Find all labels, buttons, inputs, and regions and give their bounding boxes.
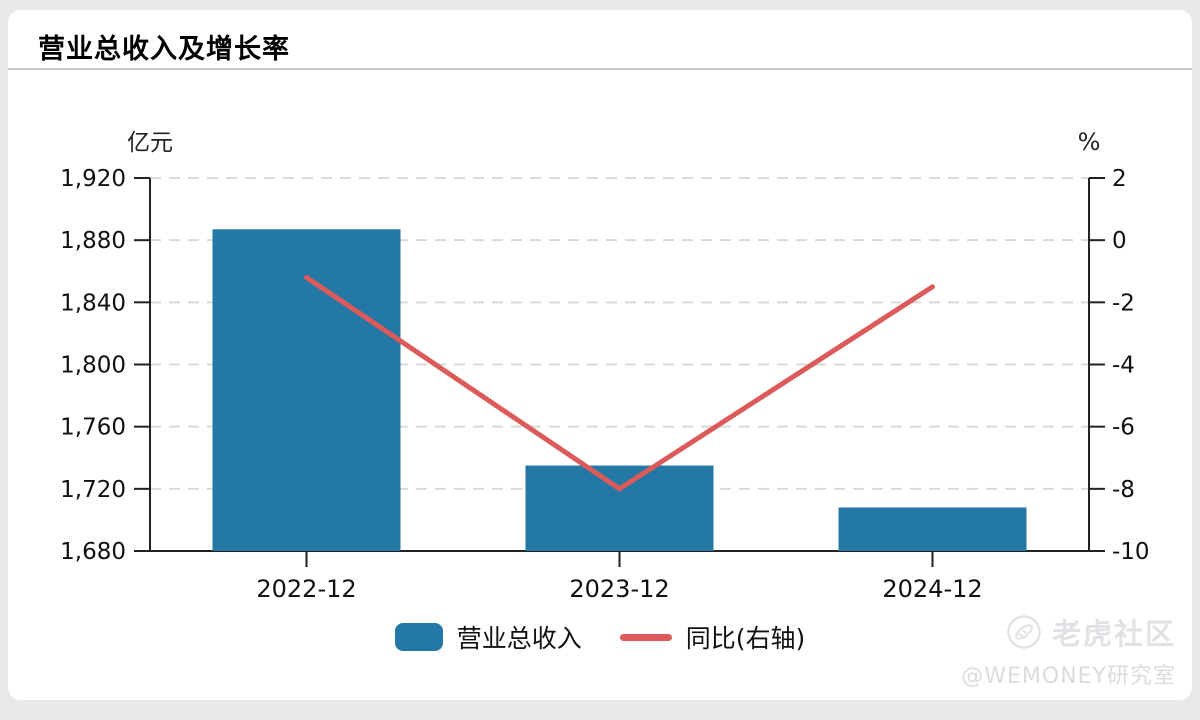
chart-legend: 营业总收入 同比(右轴): [8, 615, 1192, 659]
growth-line[interactable]: [304, 274, 935, 492]
legend-item-growth[interactable]: 同比(右轴): [619, 619, 806, 655]
right-axis-unit-label: %: [1078, 128, 1101, 156]
left-tick-label: 1,920: [60, 166, 126, 192]
right-tick-label: -4: [1112, 353, 1135, 379]
right-tick-label: -10: [1112, 539, 1150, 565]
chart-area: 1,920 1,880 1,840 1,800 1,760 1,720 1,680 2 0 -2 -…: [8, 70, 1192, 698]
legend-label-growth: 同比(右轴): [685, 624, 806, 653]
left-axis-unit-label: 亿元: [127, 130, 173, 156]
legend-item-revenue[interactable]: 营业总收入: [394, 619, 582, 655]
page-title: 营业总收入及增长率: [38, 34, 290, 65]
left-tick-label: 1,680: [60, 539, 126, 565]
card-header: 营业总收入及增长率: [8, 10, 1192, 70]
bar-2022-12[interactable]: [212, 229, 401, 551]
x-tick-label: 2024-12: [882, 575, 982, 603]
line-swatch-icon: [619, 633, 672, 641]
legend-label-revenue: 营业总收入: [456, 624, 582, 653]
x-tick-label: 2023-12: [569, 575, 669, 603]
chart-svg: 1,920 1,880 1,840 1,800 1,760 1,720 1,680 2 0 -2 -…: [60, 128, 1150, 603]
left-tick-label: 1,800: [60, 353, 126, 379]
right-tick-label: 2: [1112, 166, 1127, 192]
right-tick-label: -2: [1112, 290, 1135, 316]
bar-swatch-icon: [394, 623, 443, 651]
right-tick-label: 0: [1112, 228, 1127, 254]
watermark: 老虎社区 @WEMONEY研究室: [961, 611, 1176, 690]
right-tick-label: -6: [1112, 415, 1135, 441]
bar-2024-12[interactable]: [838, 507, 1027, 551]
watermark-brand-row: 老虎社区: [961, 611, 1176, 653]
left-tick-label: 1,880: [60, 228, 126, 254]
left-tick-label: 1,760: [60, 415, 126, 441]
tiger-logo-icon: [1007, 615, 1041, 649]
watermark-brand: 老虎社区: [1051, 617, 1176, 651]
watermark-handle: @WEMONEY研究室: [961, 664, 1176, 689]
right-tick-label: -8: [1112, 477, 1135, 503]
bar-2023-12[interactable]: [525, 465, 714, 551]
left-tick-label: 1,840: [60, 290, 126, 316]
left-tick-label: 1,720: [60, 477, 126, 503]
chart-card: 营业总收入及增长率 1,920 1,880 1,840 1,800 1,760 1,720…: [8, 10, 1192, 700]
x-tick-label: 2022-12: [256, 575, 356, 603]
